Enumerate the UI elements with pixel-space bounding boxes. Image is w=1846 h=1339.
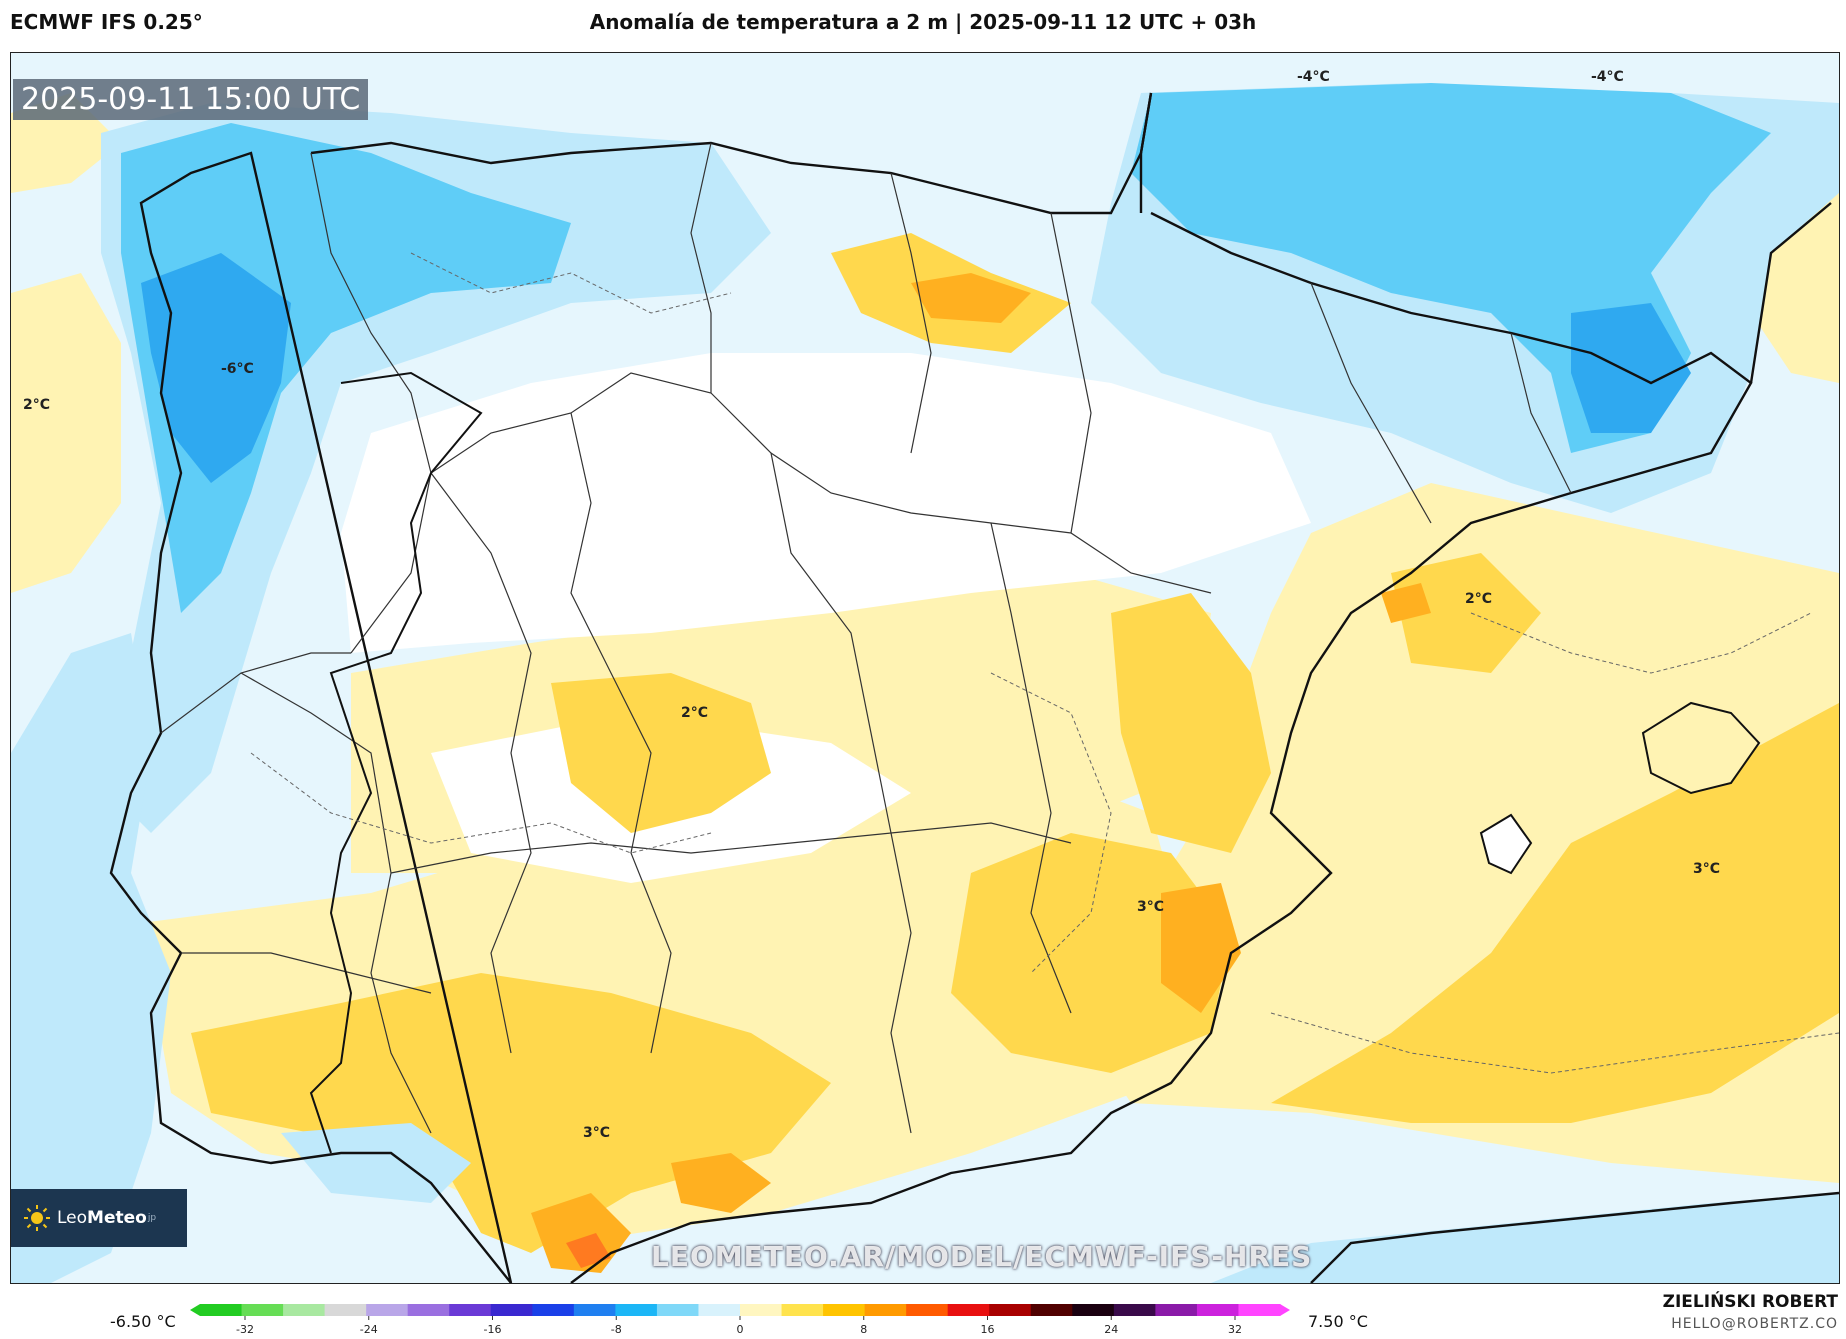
colorbar-tick-label: 32	[1228, 1323, 1242, 1336]
source-url-watermark: LEOMETEO.AR/MODEL/ECMWF-IFS-HRES	[651, 1240, 1313, 1273]
colorbar-swatch	[200, 1304, 243, 1316]
logo-suffix: jp	[147, 1213, 157, 1223]
colorbar-swatch	[1196, 1304, 1239, 1316]
colorbar-swatch	[740, 1304, 783, 1316]
isotherm-label: 2°C	[1465, 591, 1493, 607]
colorbar-tick-label: 24	[1104, 1323, 1118, 1336]
colorbar-swatch	[781, 1304, 824, 1316]
colorbar: -32 -24 -16 -8 0 8 16 24 32	[190, 1304, 1290, 1336]
warm-core-murcia	[1111, 593, 1271, 853]
colorbar-swatch	[1155, 1304, 1198, 1316]
anomaly-contours	[250, 252, 1839, 1074]
colorbar-arrow-left	[190, 1304, 200, 1316]
colorbar-tick-label: -24	[360, 1323, 378, 1336]
mallorca-island	[1641, 701, 1761, 795]
warm-core-mediterranean	[1271, 703, 1839, 1123]
cool-zone-africa	[1211, 1193, 1839, 1283]
isotherm-label: 3°C	[583, 1125, 611, 1141]
isotherm-label: 2°C	[23, 397, 51, 413]
colorbar-tick-label: 0	[737, 1323, 744, 1336]
colorbar-tick-label: -32	[236, 1323, 254, 1336]
peninsula-coastline	[109, 92, 1753, 1283]
colorbar-swatch	[1113, 1304, 1156, 1316]
colorbar-tick-label: -16	[484, 1323, 502, 1336]
logo-wordmark: LeoMeteo	[57, 1208, 147, 1228]
colorbar-max-label: 7.50 °C	[1308, 1312, 1368, 1331]
temperature-anomaly-map	[11, 53, 1839, 1283]
neutral-zone-interior	[341, 353, 1311, 653]
hot-core-ebro	[911, 273, 1031, 323]
author-email: HELLO@ROBERTZ.CO	[1671, 1316, 1838, 1332]
colorbar-swatch	[947, 1304, 990, 1316]
colorbar-swatch	[573, 1304, 616, 1316]
colorbar-swatch	[283, 1304, 326, 1316]
isotherm-label: -4°C	[1297, 69, 1330, 85]
colorbar-swatch	[366, 1304, 409, 1316]
isotherm-label: 2°C	[681, 705, 709, 721]
cold-zone-galicia	[121, 123, 571, 613]
colorbar-swatch	[989, 1304, 1032, 1316]
africa-coastline	[1310, 1191, 1839, 1283]
colorbar-arrow-right	[1280, 1304, 1290, 1316]
ibiza-island	[1479, 813, 1533, 875]
colder-zone-catalonia	[1571, 303, 1691, 433]
colorbar-swatch	[532, 1304, 575, 1316]
warm-core-castile	[551, 673, 771, 833]
model-name: ECMWF IFS 0.25°	[10, 10, 203, 34]
very-hot-core-malaga	[566, 1233, 611, 1268]
colorbar-swatch	[241, 1304, 284, 1316]
colorbar-min-label: -6.50 °C	[110, 1312, 176, 1331]
colorbar-swatch	[1072, 1304, 1115, 1316]
hot-core-murcia	[1161, 883, 1241, 1013]
colorbar-swatch	[449, 1304, 492, 1316]
isotherm-label: 3°C	[1137, 899, 1165, 915]
leometeo-logo: LeoMeteo jp	[11, 1189, 187, 1247]
warm-core-andalusia	[191, 973, 831, 1253]
colorbar-swatch	[407, 1304, 450, 1316]
sun-icon	[24, 1205, 50, 1231]
colorbar-swatch	[615, 1304, 658, 1316]
colorbar-swatch	[324, 1304, 367, 1316]
valid-time-badge: 2025-09-11 15:00 UTC	[13, 79, 369, 120]
author-name: ZIELIŃSKI ROBERT	[1662, 1292, 1838, 1312]
colorbar-swatch	[823, 1304, 866, 1316]
admin-borders	[160, 142, 1572, 1134]
hot-core-granada	[671, 1153, 771, 1213]
map-panel: 2025-09-11 15:00 UTC -4°C -4°C -6°C 2°C …	[10, 52, 1840, 1284]
colorbar-swatch	[1238, 1304, 1281, 1316]
colorbar-swatch	[864, 1304, 907, 1316]
colorbar-tick-label: -8	[611, 1323, 622, 1336]
hot-core-castellon	[1381, 583, 1431, 623]
colorbar-swatch	[906, 1304, 949, 1316]
isotherm-label: 3°C	[1693, 861, 1721, 877]
colorbar-swatch	[698, 1304, 741, 1316]
warm-core-valencia-coast	[1391, 553, 1541, 673]
colder-zone-galicia	[141, 253, 291, 483]
isotherm-label: -6°C	[221, 361, 254, 377]
colorbar-swatch	[656, 1304, 699, 1316]
isotherm-label: -4°C	[1591, 69, 1624, 85]
colorbar-tick-label: 8	[860, 1323, 867, 1336]
colorbar-swatch	[490, 1304, 533, 1316]
warm-anomaly-zone-atlantic	[11, 273, 121, 593]
portugal-spain-border	[309, 371, 483, 1154]
colorbar-swatch	[1030, 1304, 1073, 1316]
france-coastline	[1139, 92, 1832, 384]
map-title: Anomalía de temperatura a 2 m | 2025-09-…	[589, 10, 1257, 34]
colorbar-tick-label: 16	[981, 1323, 995, 1336]
